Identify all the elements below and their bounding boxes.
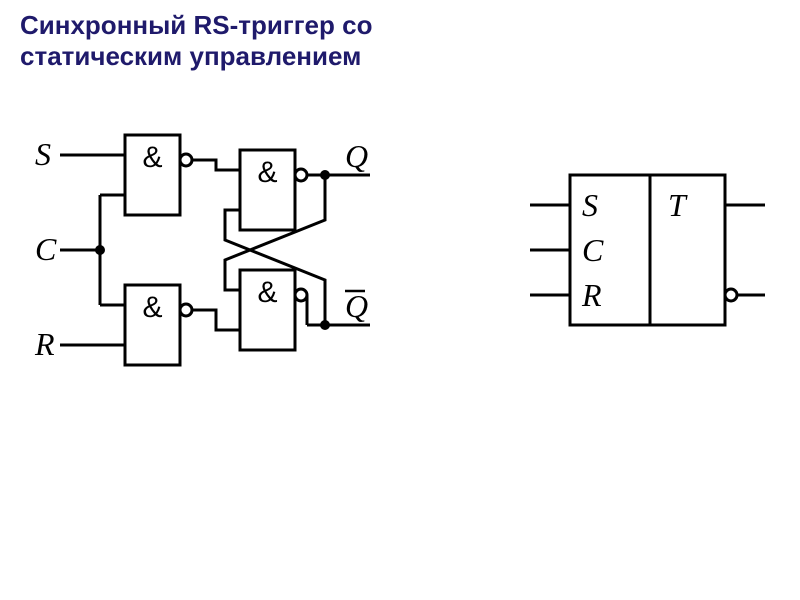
output-label-Q: Q: [345, 138, 368, 174]
junction-dot: [95, 245, 105, 255]
inversion-bubble: [295, 169, 307, 181]
inversion-bubble: [180, 304, 192, 316]
symbol-pin-label-R: R: [581, 277, 602, 313]
circuit-diagram: SCR&&&&QQSCRT: [0, 0, 800, 600]
inversion-bubble: [725, 289, 737, 301]
input-label-R: R: [34, 326, 55, 362]
amp-symbol: &: [257, 156, 277, 189]
output-label-Qbar: Q: [345, 288, 368, 324]
amp-symbol: &: [142, 141, 162, 174]
junction-dot: [320, 320, 330, 330]
junction-dot: [320, 170, 330, 180]
input-label-S: S: [35, 136, 51, 172]
amp-symbol: &: [142, 291, 162, 324]
inversion-bubble: [180, 154, 192, 166]
amp-symbol: &: [257, 276, 277, 309]
symbol-pin-label-S: S: [582, 187, 598, 223]
input-label-C: C: [35, 231, 57, 267]
inversion-bubble: [295, 289, 307, 301]
symbol-T-label: T: [668, 187, 688, 223]
symbol-pin-label-C: C: [582, 232, 604, 268]
